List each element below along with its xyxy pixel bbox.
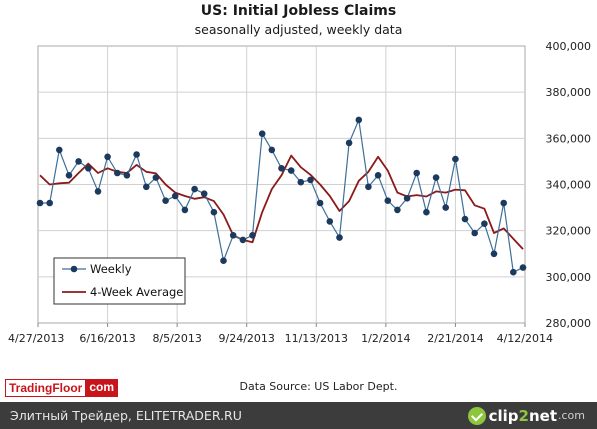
data-source-note: Data Source: US Labor Dept. [239,380,398,393]
weekly-point [316,199,324,207]
weekly-point [452,155,459,163]
x-tick-label: 8/5/2013 [152,332,201,345]
chart-title: US: Initial Jobless Claims [200,3,397,19]
weekly-point [297,178,305,186]
series-weekly [36,116,527,276]
tradingfloor-logo-left: TradingFloor [5,379,86,397]
weekly-point [94,188,102,195]
weekly-point [104,153,111,161]
weekly-point [268,146,276,154]
legend-box [53,257,186,305]
weekly-point [65,172,73,179]
weekly-point [481,220,488,227]
weekly-point [162,197,169,204]
weekly-point [46,199,53,207]
weekly-point [500,199,508,207]
weekly-point [442,204,450,211]
jobless-claims-chart: 280,000 300,000 320,000 340,000 360,000 380,0… [8,40,592,345]
x-axis-ticks: 4/27/2013 6/16/2013 8/5/2013 9/24/2013 11/13… [8,332,553,345]
weekly-point [152,174,160,181]
weekly-point [191,185,198,193]
weekly-point [36,199,44,207]
legend: Weekly 4-Week Average [53,257,186,305]
y-tick-label: 360,000 [546,132,592,145]
check-circle-icon [467,406,486,425]
legend-weekly-label: Weekly [90,262,132,276]
weekly-point [75,158,82,165]
weekly-point [133,151,140,158]
weekly-point [336,234,343,241]
weekly-point [258,130,266,137]
y-tick-label: 280,000 [546,317,592,330]
y-tick-label: 300,000 [546,271,592,284]
weekly-point [461,215,469,223]
x-tick-label: 6/16/2013 [79,332,135,345]
weekly-point [114,169,121,177]
footer-text: Элитный Трейдер, ELITETRADER.RU [10,408,242,423]
weekly-point [384,197,392,204]
weekly-point [394,206,401,214]
weekly-point [181,206,189,214]
x-tick-label: 1/2/2014 [361,332,410,345]
weekly-point [56,146,63,154]
weekly-point [278,165,285,172]
footer-bar: Элитный Трейдер, ELITETRADER.RU clip 2 n… [0,402,597,429]
y-tick-label: 320,000 [546,225,592,238]
weekly-point [287,167,295,174]
weekly-point [355,116,363,124]
x-tick-label: 9/24/2013 [219,332,275,345]
weekly-point [229,232,237,239]
weekly-point [326,218,334,225]
clip2net-logo-num: 2 [518,406,529,425]
x-tick-label: 4/12/2014 [497,332,553,345]
x-tick-label: 4/27/2013 [8,332,64,345]
weekly-point [220,257,227,265]
legend-average-label: 4-Week Average [90,285,183,299]
weekly-point [432,174,440,181]
tradingfloor-logo-right: com [85,379,119,397]
y-tick-label: 400,000 [546,40,592,53]
tradingfloor-logo: TradingFloor com [5,379,119,397]
clip2net-logo-clip: clip [488,406,519,425]
weekly-point [403,195,411,202]
weekly-point [423,208,430,216]
weekly-point [413,169,421,177]
clip2net-logo-com: .com [558,409,585,422]
weekly-point [249,232,256,239]
weekly-point [374,172,382,179]
weekly-point [519,264,527,271]
x-tick-label: 11/13/2013 [285,332,348,345]
y-tick-label: 340,000 [546,179,592,192]
weekly-point [471,229,479,237]
weekly-point [85,165,92,172]
weekly-point [171,192,179,200]
weekly-point [210,208,218,216]
clip2net-logo: clip 2 net .com [467,405,585,426]
weekly-point [143,183,150,191]
y-gridlines [38,91,525,278]
y-tick-label: 380,000 [546,86,592,99]
weekly-point [123,172,131,179]
weekly-point [239,236,247,244]
weekly-point [345,139,353,147]
weekly-point [307,176,314,184]
weekly-point [490,250,498,258]
chart-subtitle: seasonally adjusted, weekly data [194,22,403,37]
x-tick-label: 2/21/2014 [427,332,483,345]
weekly-point [365,183,372,191]
weekly-point [510,268,517,276]
y-axis-ticks: 280,000 300,000 320,000 340,000 360,000 380,0… [546,40,592,330]
clip2net-logo-net: net [528,406,557,425]
weekly-point [200,190,208,197]
legend-weekly-marker [70,265,78,273]
